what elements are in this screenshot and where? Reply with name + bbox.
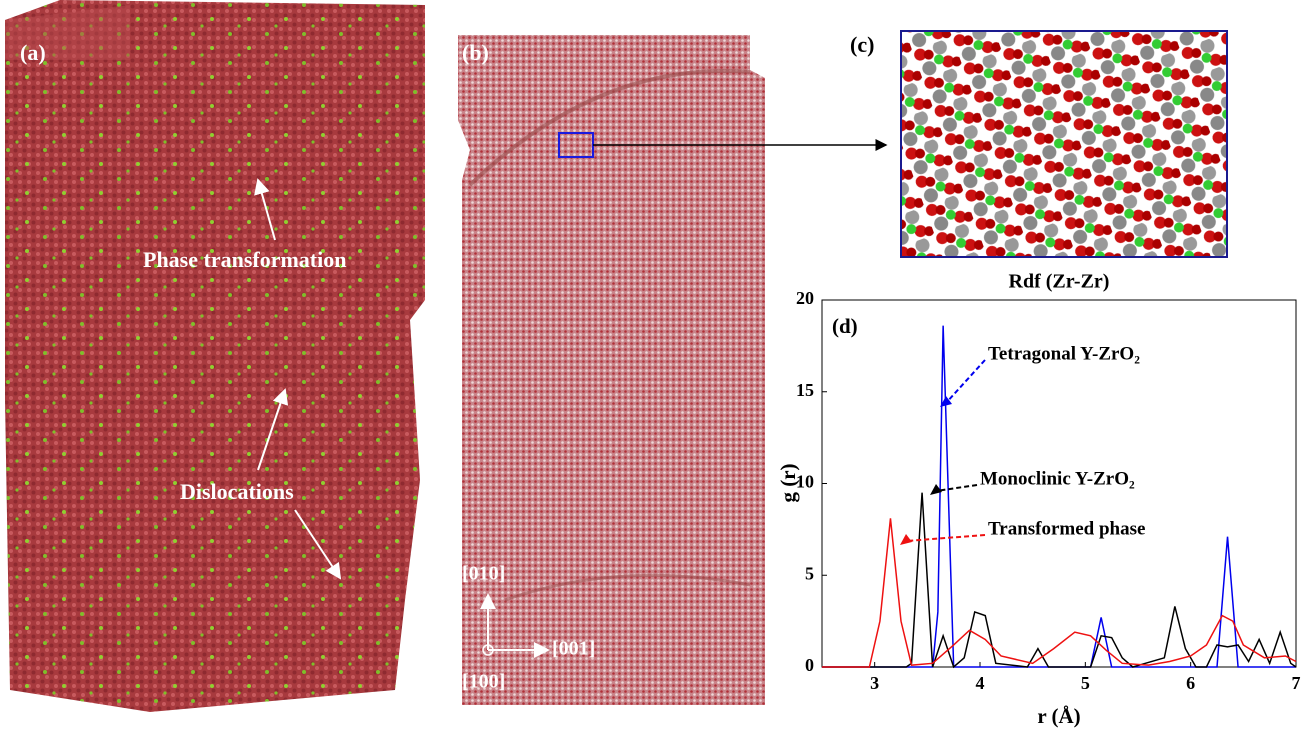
- annotation: Dislocations: [180, 479, 294, 504]
- legend-label: Monoclinic Y-ZrO₂: [980, 468, 1135, 489]
- axis-label: [001]: [552, 638, 595, 660]
- panel-d: Rdf (Zr-Zr) (d) r (Å) g (r) 3 4 5 6 7 0 5 10 15 2…: [776, 271, 1301, 728]
- x-tick-label: 4: [976, 673, 985, 693]
- panel-b: (b) [010] [001] [100]: [458, 35, 888, 705]
- panel-label: (b): [462, 40, 489, 65]
- legend-arrowhead: [930, 484, 942, 495]
- x-tick-label: 3: [870, 673, 879, 693]
- legend-label: Tetragonal Y-ZrO₂: [988, 343, 1140, 364]
- panel-label: (d): [832, 314, 858, 338]
- chart-title: Rdf (Zr-Zr): [1009, 271, 1110, 293]
- y-tick-label: 0: [805, 655, 814, 675]
- y-tick-label: 10: [796, 472, 814, 492]
- x-tick-label: 6: [1186, 673, 1195, 693]
- x-tick-label: 5: [1081, 673, 1090, 693]
- panel-a: (a) Phase transformation Dislocations: [5, 0, 425, 712]
- line-series: [822, 518, 1297, 668]
- y-tick-label: 15: [796, 380, 814, 400]
- panel-label: (c): [850, 32, 874, 57]
- y-tick-label: 20: [796, 288, 814, 308]
- line-series: [822, 325, 1296, 668]
- legend-label: Transformed phase: [988, 518, 1145, 539]
- panel-c: (c): [850, 30, 1228, 258]
- line-series: [822, 492, 1297, 669]
- x-axis-label: r (Å): [1037, 704, 1080, 728]
- legend-arrowhead: [940, 396, 952, 407]
- legend-arrow: [905, 534, 986, 542]
- annotation: Phase transformation: [143, 247, 346, 272]
- y-axis-label: g (r): [776, 463, 800, 502]
- legend-arrow: [945, 359, 986, 404]
- axis-label: [100]: [462, 671, 505, 693]
- panel-label: (a): [20, 40, 46, 65]
- axis-label: [010]: [462, 563, 505, 585]
- legend-arrowhead: [900, 534, 912, 545]
- legend-arrow: [935, 484, 978, 492]
- x-tick-label: 7: [1292, 673, 1301, 693]
- y-tick-label: 5: [805, 563, 814, 583]
